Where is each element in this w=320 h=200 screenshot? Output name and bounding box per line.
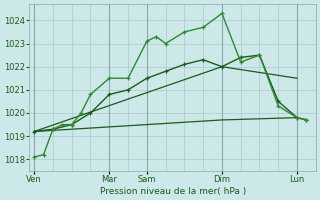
X-axis label: Pression niveau de la mer( hPa ): Pression niveau de la mer( hPa ) <box>100 187 246 196</box>
